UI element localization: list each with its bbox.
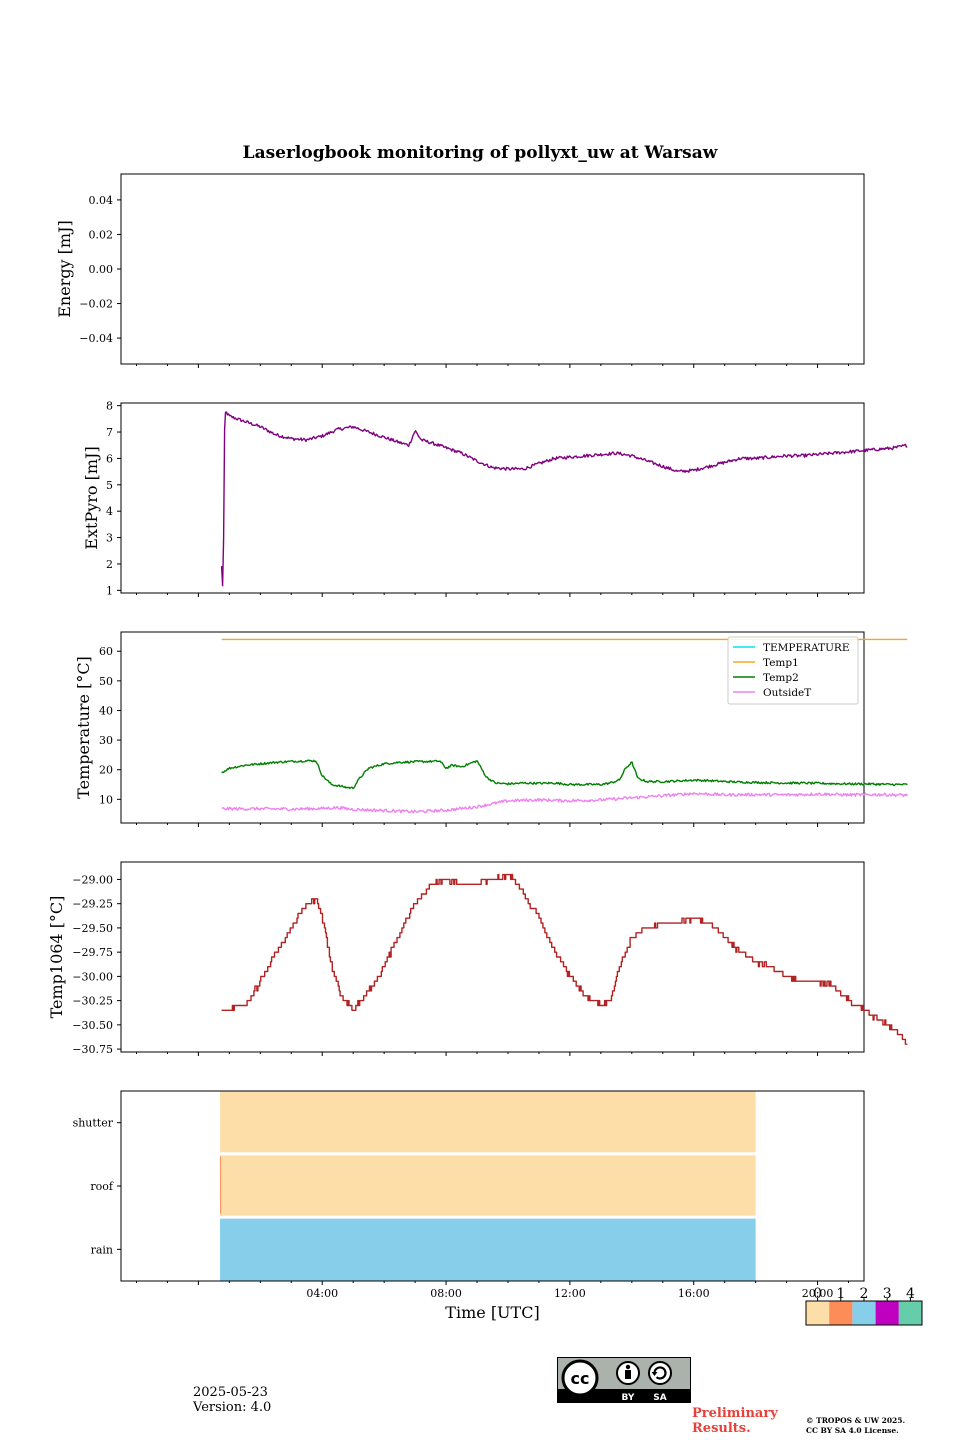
colorbar-cell-3 <box>875 1301 899 1325</box>
y-tick-label: 30 <box>99 734 113 747</box>
rain-band <box>220 1218 756 1281</box>
colorbar-cell-4 <box>898 1301 922 1325</box>
roof-band <box>220 1155 756 1216</box>
series-line <box>220 411 908 587</box>
copyright-line1: © TROPOS & UW 2025. <box>806 1416 906 1425</box>
y-tick-label: −29.25 <box>72 898 113 911</box>
x-tick-label: 16:00 <box>678 1287 710 1300</box>
panel-frame <box>120 402 865 594</box>
colorbar-cell-1 <box>829 1301 853 1325</box>
series-line <box>221 873 908 1045</box>
y-axis-label: Energy [mJ] <box>55 220 74 318</box>
y-tick-label: 2 <box>106 558 113 571</box>
preliminary-text-line1: Preliminary <box>692 1406 778 1421</box>
by-label: BY <box>622 1393 635 1403</box>
y-tick-label: 7 <box>106 426 113 439</box>
colorbar-tick-label: 0 <box>813 1286 822 1302</box>
sa-label: SA <box>653 1393 666 1403</box>
legend-box <box>727 636 859 705</box>
y-tick-label: −29.00 <box>72 873 113 886</box>
y-tick-label: −29.75 <box>72 946 113 959</box>
y-axis-label: ExtPyro [mJ] <box>82 446 101 549</box>
y-tick-label: 40 <box>99 704 113 717</box>
y-tick-label: 20 <box>99 764 113 777</box>
sa-icon <box>648 1361 672 1385</box>
colorbar-cell-0 <box>806 1301 830 1325</box>
y-tick-label: 60 <box>99 645 113 658</box>
y-tick-label: 0.00 <box>89 263 114 276</box>
x-axis-label: Time [UTC] <box>445 1303 539 1322</box>
panel-frame <box>120 173 865 365</box>
y-tick-label: −30.00 <box>72 970 113 983</box>
footer-version: Version: 4.0 <box>193 1400 272 1415</box>
y-tick-label: 0.04 <box>89 194 114 207</box>
y-tick-label: 1 <box>106 584 113 597</box>
row-label-shutter: shutter <box>73 1117 114 1130</box>
y-tick-label: −30.75 <box>72 1043 113 1056</box>
temp2-line <box>221 759 908 790</box>
x-tick-label: 20:00 <box>802 1287 834 1300</box>
legend-label: Temp1 <box>763 657 799 669</box>
x-tick-label: 12:00 <box>554 1287 586 1300</box>
colorbar-tick-label: 3 <box>883 1286 892 1302</box>
panel-5: shutter roof rain 04:00 08:00 12:00 16:00 20:00… <box>73 1090 865 1322</box>
colorbar-cell-2 <box>852 1301 876 1325</box>
figure-title: Laserlogbook monitoring of pollyxt_uw at… <box>243 143 718 163</box>
legend-label: Temp2 <box>763 672 799 684</box>
panel-frame-top <box>120 1090 865 1282</box>
y-tick-label: 0.02 <box>89 228 114 241</box>
row-label-roof: roof <box>90 1180 114 1193</box>
shutter-band <box>220 1091 756 1153</box>
cc-by-sa-badge: cc BY SA <box>557 1357 691 1403</box>
footer-date: 2025-05-23 <box>193 1385 268 1400</box>
y-tick-label: −29.50 <box>72 922 113 935</box>
copyright-line2: CC BY SA 4.0 License. <box>806 1426 899 1435</box>
legend-label: OutsideT <box>763 687 811 699</box>
y-tick-label: 4 <box>106 505 113 518</box>
y-tick-label: −0.04 <box>79 332 113 345</box>
svg-text:cc: cc <box>571 1369 590 1388</box>
y-tick-label: 3 <box>106 532 113 545</box>
colorbar-tick-label: 1 <box>836 1286 845 1302</box>
x-tick-label: 04:00 <box>306 1287 338 1300</box>
y-tick-label: 10 <box>99 793 113 806</box>
panel-1: −0.04 −0.02 0.00 0.02 0.04 Energy [mJ] <box>55 173 865 368</box>
y-tick-label: −30.50 <box>72 1019 113 1032</box>
y-axis-label: Temperature [°C] <box>74 656 93 799</box>
outsidet-line <box>221 792 908 814</box>
panel-frame <box>120 861 865 1053</box>
row-label-rain: rain <box>91 1243 113 1256</box>
y-tick-label: −30.25 <box>72 995 113 1008</box>
colorbar-tick-label: 4 <box>906 1286 915 1302</box>
legend-label: TEMPERATURE <box>763 642 850 654</box>
panel-4: −30.75 −30.50 −30.25 −30.00 −29.75 −29.50 −29.… <box>47 861 908 1056</box>
y-tick-label: −0.02 <box>79 298 113 311</box>
preliminary-text-line2: Results. <box>692 1421 751 1436</box>
y-axis-label: Temp1064 [°C] <box>47 896 66 1019</box>
panel-2: 1 2 3 4 5 6 7 8 ExtPyro [mJ] <box>82 400 908 597</box>
y-tick-label: 6 <box>106 452 113 465</box>
legend: TEMPERATURE Temp1 Temp2 OutsideT <box>727 636 859 705</box>
x-tick-label: 08:00 <box>430 1287 462 1300</box>
panel-frame <box>120 631 865 824</box>
y-tick-label: 5 <box>106 479 113 492</box>
colorbar-tick-label: 2 <box>860 1286 869 1302</box>
y-tick-label: 8 <box>106 400 113 413</box>
y-tick-label: 50 <box>99 675 113 688</box>
